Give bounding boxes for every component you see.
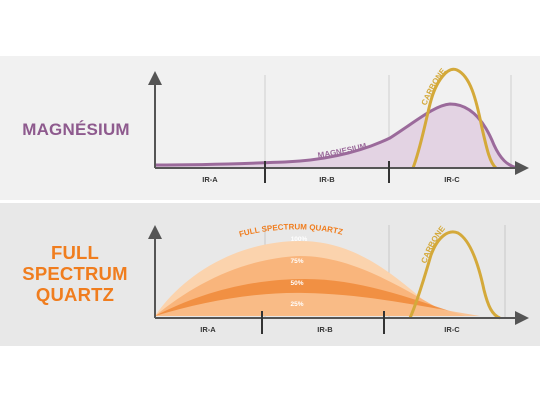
quartz-title-line-3: QUARTZ <box>35 284 115 305</box>
level-label-25: 25% <box>290 301 303 308</box>
quartz-title: FULL SPECTRUM QUARTZ <box>0 242 150 305</box>
quartz-title-line-1: FULL <box>50 242 100 263</box>
carbone-curve-label-bottom: CARBONE <box>419 224 447 265</box>
carbone-curve-bottom <box>408 230 501 320</box>
bottom-diagram: FULL SPECTRUM QUARTZ CARBONE 100% 75% 50… <box>148 222 529 334</box>
magnesium-curve <box>154 102 519 170</box>
bottom-zone-label-irb: IR-B <box>317 325 333 334</box>
top-zone-label-ira: IR-A <box>202 175 218 184</box>
carbone-curve-top <box>411 67 498 170</box>
magnesium-curve-fill <box>155 104 518 168</box>
top-zone-label-irc: IR-C <box>444 175 460 184</box>
level-label-50: 50% <box>290 280 303 287</box>
level-label-100: 100% <box>291 236 308 243</box>
carbone-curve-label-top: CARBONE <box>420 66 448 107</box>
quartz-title-line-2: SPECTRUM <box>22 263 128 284</box>
bottom-zone-label-ira: IR-A <box>200 325 216 334</box>
top-diagram: MAGNESIUM CARBONE IR-A IR-B IR-C <box>148 66 529 184</box>
magnesium-title: MAGNÉSIUM <box>22 120 130 139</box>
top-zone-label-irb: IR-B <box>319 175 335 184</box>
quartz-band-25 <box>155 292 480 316</box>
bottom-zone-label-irc: IR-C <box>444 325 460 334</box>
level-label-75: 75% <box>290 258 303 265</box>
